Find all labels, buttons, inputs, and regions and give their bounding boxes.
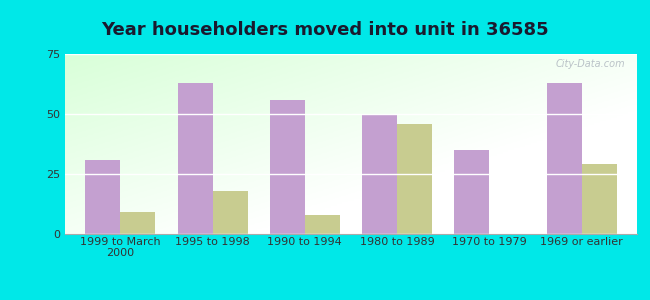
- Bar: [270, 100, 305, 234]
- Text: City-Data.com: City-Data.com: [556, 59, 625, 69]
- Bar: [213, 191, 248, 234]
- Bar: [547, 83, 582, 234]
- Bar: [582, 164, 617, 234]
- Bar: [120, 212, 155, 234]
- Bar: [362, 114, 397, 234]
- Bar: [397, 124, 432, 234]
- Bar: [177, 83, 213, 234]
- Bar: [454, 150, 489, 234]
- Bar: [305, 215, 340, 234]
- Bar: [85, 160, 120, 234]
- Text: Year householders moved into unit in 36585: Year householders moved into unit in 365…: [101, 21, 549, 39]
